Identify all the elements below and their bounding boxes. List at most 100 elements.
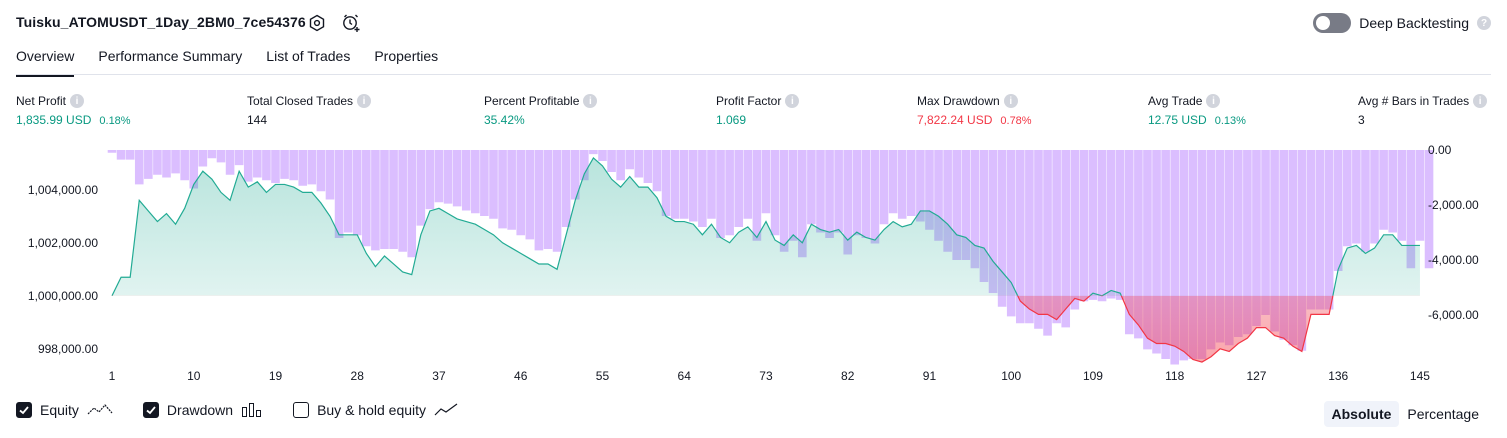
drawdown-bar	[317, 150, 326, 191]
drawdown-bar	[262, 150, 271, 180]
tab-overview[interactable]: Overview	[16, 48, 74, 77]
stat-profit-factor: Profit Factor i 1.069	[716, 94, 799, 127]
drawdown-bar	[607, 150, 616, 172]
tab-performance-summary[interactable]: Performance Summary	[98, 48, 242, 74]
scale-toggle: Absolute Percentage	[1324, 401, 1488, 427]
percentage-button[interactable]: Percentage	[1399, 401, 1487, 427]
equity-drawdown-chart[interactable]: 1,004,000.00 1,002,000.00 1,000,000.00 998,…	[0, 140, 1507, 396]
drawdown-bar	[489, 150, 498, 219]
drawdown-bar	[1343, 150, 1352, 246]
drawdown-bar	[389, 150, 398, 249]
drawdown-bar	[825, 150, 834, 238]
stat-label: Avg # Bars in Trades	[1358, 94, 1469, 108]
drawdown-bar	[371, 150, 380, 250]
info-icon[interactable]: i	[1206, 94, 1220, 108]
drawdown-bar	[444, 150, 453, 204]
drawdown-bar	[298, 150, 307, 186]
stat-percent: 0.18%	[99, 115, 130, 127]
drawdown-bar	[235, 150, 244, 165]
info-icon[interactable]: i	[357, 94, 371, 108]
drawdown-bar	[498, 150, 507, 228]
deep-backtesting-toggle[interactable]	[1313, 13, 1351, 33]
stat-percent: 0.13%	[1215, 115, 1246, 127]
drawdown-bar	[734, 150, 743, 227]
drawdown-bar	[126, 150, 135, 160]
settings-icon[interactable]	[306, 12, 328, 34]
drawdown-bar	[725, 150, 734, 235]
drawdown-bar	[535, 150, 544, 250]
drawdown-bar	[1116, 150, 1125, 300]
drawdown-checkbox[interactable]: Drawdown	[143, 402, 263, 418]
strategy-title: Tuisku_ATOMUSDT_1Day_2BM0_7ce54376	[16, 14, 306, 30]
drawdown-bar	[1397, 150, 1406, 241]
drawdown-bar	[653, 150, 662, 191]
add-alert-icon[interactable]	[340, 12, 362, 34]
drawdown-bar	[716, 150, 725, 238]
info-icon[interactable]: i	[1473, 94, 1487, 108]
x-axis-tick: 136	[1328, 369, 1348, 383]
drawdown-bar	[853, 150, 862, 235]
drawdown-bar	[435, 150, 444, 202]
stat-label: Profit Factor	[716, 94, 781, 108]
equity-line-icon	[87, 402, 113, 418]
info-icon[interactable]: i	[70, 94, 84, 108]
drawdown-bar	[1071, 150, 1080, 310]
equity-checkbox[interactable]: Equity	[16, 402, 113, 418]
tab-list-of-trades[interactable]: List of Trades	[266, 48, 350, 74]
x-axis-tick: 64	[678, 369, 692, 383]
drawdown-bars-icon	[241, 402, 263, 418]
drawdown-bar	[553, 150, 562, 252]
drawdown-bar	[144, 150, 153, 179]
drawdown-bar	[680, 150, 689, 219]
drawdown-bar	[280, 150, 289, 179]
drawdown-bar	[516, 150, 525, 235]
x-axis-tick: 82	[841, 369, 855, 383]
stat-avg-trade: Avg Trade i 12.75 USD 0.13%	[1148, 94, 1246, 127]
help-icon[interactable]: ?	[1477, 16, 1491, 30]
drawdown-bar	[326, 150, 335, 200]
drawdown-bar	[625, 150, 634, 169]
x-axis-tick: 10	[187, 369, 201, 383]
drawdown-bar	[598, 150, 607, 161]
stat-max-drawdown: Max Drawdown i 7,822.24 USD 0.78%	[917, 94, 1032, 127]
stat-label: Avg Trade	[1148, 94, 1202, 108]
drawdown-bar	[217, 150, 226, 162]
x-axis-tick: 100	[1001, 369, 1021, 383]
drawdown-bar	[344, 150, 353, 233]
right-axis-tick: -2,000.00	[1428, 198, 1479, 212]
left-axis-tick: 998,000.00	[38, 342, 98, 356]
drawdown-bar	[1261, 150, 1270, 315]
drawdown-bar	[871, 150, 880, 244]
stat-value: 35.42%	[484, 113, 525, 127]
drawdown-bar	[898, 150, 907, 219]
drawdown-bar	[771, 150, 780, 235]
drawdown-bar	[1388, 150, 1397, 233]
drawdown-bar	[335, 150, 344, 238]
drawdown-bar	[689, 150, 698, 222]
stat-label: Percent Profitable	[484, 94, 579, 108]
drawdown-bar	[426, 150, 435, 209]
equity-label: Equity	[40, 402, 79, 418]
stat-net-profit: Net Profit i 1,835.99 USD 0.18%	[16, 94, 131, 127]
info-icon[interactable]: i	[1004, 94, 1018, 108]
drawdown-bar	[707, 150, 716, 219]
drawdown-bar	[753, 150, 762, 241]
drawdown-bar	[226, 150, 235, 175]
right-axis-tick: -4,000.00	[1428, 253, 1479, 267]
absolute-button[interactable]: Absolute	[1324, 401, 1400, 427]
drawdown-bar	[380, 150, 389, 249]
x-axis-tick: 28	[351, 369, 365, 383]
info-icon[interactable]: i	[785, 94, 799, 108]
drawdown-bar	[698, 150, 707, 227]
stat-value: 3	[1358, 113, 1365, 127]
drawdown-bar	[180, 150, 189, 180]
drawdown-bar	[471, 150, 480, 213]
drawdown-bar	[1089, 150, 1098, 300]
buy-hold-checkbox[interactable]: Buy & hold equity	[293, 402, 458, 418]
info-icon[interactable]: i	[583, 94, 597, 108]
x-axis-tick: 1	[109, 369, 116, 383]
drawdown-bar	[1416, 150, 1425, 241]
drawdown-bar	[644, 150, 653, 183]
tab-properties[interactable]: Properties	[374, 48, 438, 74]
drawdown-bar	[353, 150, 362, 235]
